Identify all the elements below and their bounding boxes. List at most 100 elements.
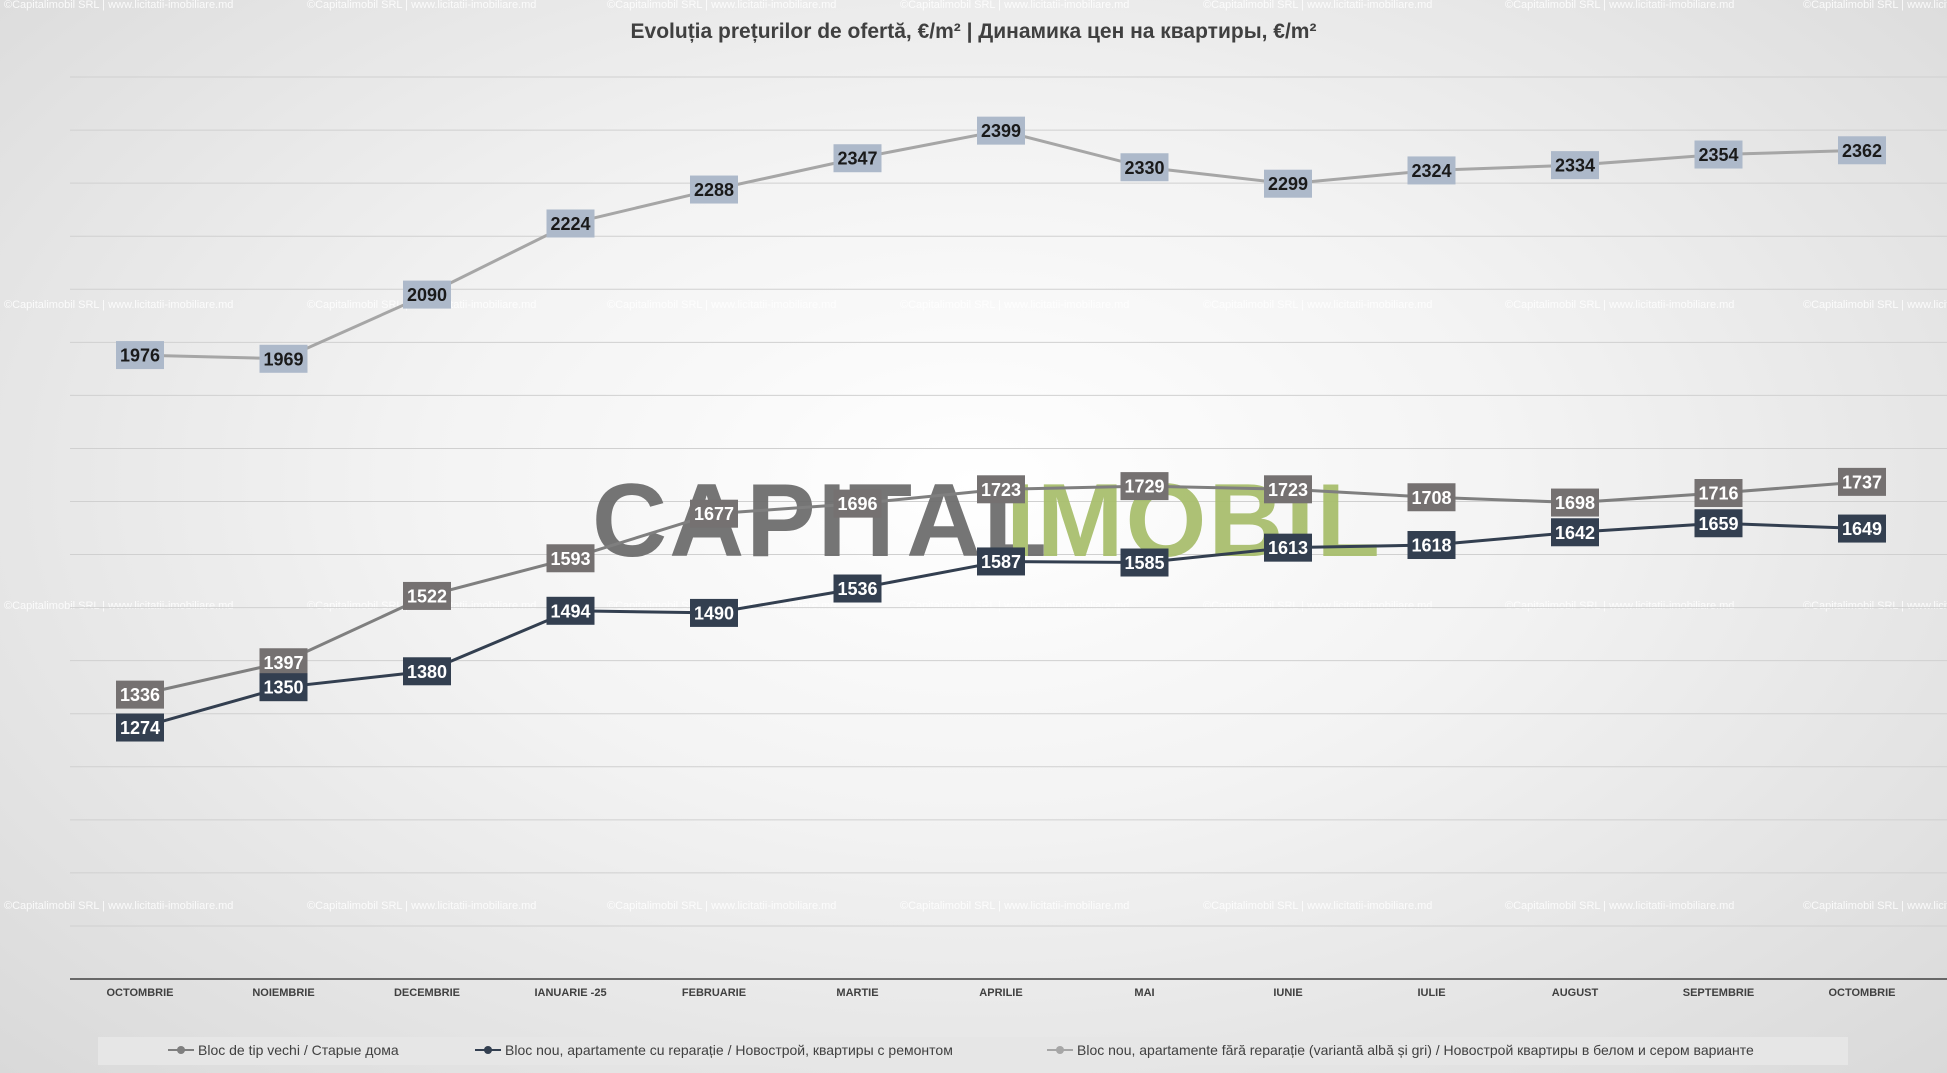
legend-swatch xyxy=(475,1044,501,1056)
watermark-text: ©Capitalimobil SRL | www.licitatii-imobi… xyxy=(307,900,536,912)
watermark-text: ©Capitalimobil SRL | www.licitatii-imobi… xyxy=(307,0,536,11)
data-label: 2399 xyxy=(977,116,1025,145)
data-labels-layer: 1336 1397 1522 1593 1677 1696 1723 1729 1723 1708… xyxy=(116,116,1886,742)
x-tick-label: AUGUST xyxy=(1552,987,1599,999)
data-label-value: 1698 xyxy=(1555,493,1595,513)
watermark-text: ©Capitalimobil SRL | www.licitatii-imobi… xyxy=(1203,0,1432,11)
data-label-box xyxy=(1407,531,1456,560)
data-label-box xyxy=(259,673,308,702)
data-label: 1350 xyxy=(259,673,308,702)
data-label: 2299 xyxy=(1264,169,1312,198)
data-label-box xyxy=(546,596,595,625)
data-label-value: 1723 xyxy=(1268,480,1308,500)
watermark-text: ©Capitalimobil SRL | www.licitatii-imobi… xyxy=(607,900,836,912)
brand-part-imobil: IMOBIL xyxy=(1006,463,1382,579)
data-label: 1613 xyxy=(1264,533,1312,562)
data-label: 2090 xyxy=(403,280,451,309)
data-label-box xyxy=(1694,479,1743,508)
watermark-text: ©Capitalimobil SRL | www.licitatii-imobi… xyxy=(900,299,1129,311)
x-tick-label: MARTIE xyxy=(836,987,878,999)
legend-item-1: Bloc nou, apartamente cu reparație / Нов… xyxy=(475,1042,953,1058)
x-tick-label: OCTOMBRIE xyxy=(106,987,173,999)
data-label-value: 1976 xyxy=(120,346,160,366)
data-label: 2324 xyxy=(1407,156,1456,185)
data-label-value: 1536 xyxy=(837,579,877,599)
x-tick-label: IUNIE xyxy=(1273,987,1302,999)
data-label-value: 2090 xyxy=(407,285,447,305)
watermark-text: ©Capitalimobil SRL | www.licitatii-imobi… xyxy=(1505,299,1734,311)
data-label: 1737 xyxy=(1838,467,1886,496)
capitalimobil-logo-watermark: CAPITAL IMOBIL xyxy=(592,463,1382,579)
watermark-text: ©Capitalimobil SRL | www.licitatii-imobi… xyxy=(607,299,836,311)
data-label: 2330 xyxy=(1120,153,1169,182)
data-label: 1274 xyxy=(116,713,164,742)
data-label-value: 1618 xyxy=(1411,536,1451,556)
data-label-box xyxy=(977,116,1025,145)
data-label-value: 2354 xyxy=(1698,145,1738,165)
data-label-box xyxy=(403,280,451,309)
data-label: 1490 xyxy=(690,598,738,627)
x-tick-label: FEBRUARIE xyxy=(682,987,746,999)
watermark-text: ©Capitalimobil SRL | www.licitatii-imobi… xyxy=(1203,299,1432,311)
data-label-value: 1737 xyxy=(1842,472,1882,492)
data-label: 2334 xyxy=(1551,151,1599,180)
data-label-box xyxy=(116,680,164,709)
chart-title: Evoluția prețurilor de ofertă, €/m² | Ди… xyxy=(630,20,1317,43)
data-label-box xyxy=(690,598,738,627)
data-label: 1536 xyxy=(833,574,882,603)
data-label: 2362 xyxy=(1838,136,1886,165)
legend-label: Bloc nou, apartamente cu reparație / Нов… xyxy=(505,1042,953,1058)
data-label-box xyxy=(977,475,1025,504)
watermark-text: ©Capitalimobil SRL | www.licitatii-imobi… xyxy=(4,0,233,11)
data-label: 1976 xyxy=(116,341,164,370)
data-label-box xyxy=(403,581,451,610)
data-label-value: 1716 xyxy=(1698,484,1738,504)
data-label-value: 1969 xyxy=(263,349,303,369)
data-label-value: 1585 xyxy=(1124,553,1164,573)
data-label-box xyxy=(403,657,451,686)
data-label: 1618 xyxy=(1407,531,1456,560)
data-label-box xyxy=(833,574,882,603)
watermark-text: ©Capitalimobil SRL | www.licitatii-imobi… xyxy=(1803,600,1947,612)
data-label: 1522 xyxy=(403,581,451,610)
watermark-layer: ©Capitalimobil SRL | www.licitatii-imobi… xyxy=(4,0,1947,912)
data-label-value: 1587 xyxy=(981,552,1021,572)
data-label-value: 2330 xyxy=(1124,158,1164,178)
watermark-text: ©Capitalimobil SRL | www.licitatii-imobi… xyxy=(1505,600,1734,612)
data-label: 1649 xyxy=(1838,514,1886,543)
data-label-value: 1708 xyxy=(1411,488,1451,508)
data-label-box xyxy=(259,648,308,677)
x-tick-label: SEPTEMBRIE xyxy=(1683,987,1755,999)
data-label-box xyxy=(1694,140,1743,169)
data-label: 1723 xyxy=(1264,475,1312,504)
data-label: 1698 xyxy=(1551,488,1599,517)
x-tick-label: NOIEMBRIE xyxy=(252,987,314,999)
data-label-value: 1494 xyxy=(550,601,590,621)
data-label-box xyxy=(1551,151,1599,180)
data-label-box xyxy=(1694,509,1743,538)
x-tick-label: OCTOMBRIE xyxy=(1828,987,1895,999)
series-line-2 xyxy=(139,129,1863,361)
data-label-value: 2334 xyxy=(1555,156,1595,176)
data-label: 1587 xyxy=(977,547,1025,576)
data-label-box xyxy=(833,489,882,518)
data-label-value: 1642 xyxy=(1555,523,1595,543)
legend-swatch xyxy=(168,1044,194,1056)
data-label-value: 1677 xyxy=(694,504,734,524)
data-label-value: 1723 xyxy=(981,480,1021,500)
data-label-value: 1696 xyxy=(837,494,877,514)
data-label-value: 1397 xyxy=(263,653,303,673)
data-label: 1708 xyxy=(1407,483,1456,512)
data-label-value: 2347 xyxy=(837,149,877,169)
data-label: 1969 xyxy=(259,344,308,373)
x-tick-label: IANUARIE -25 xyxy=(534,987,606,999)
data-label-value: 1380 xyxy=(407,662,447,682)
data-label: 2288 xyxy=(690,175,738,204)
data-label-box xyxy=(259,344,308,373)
data-label-box xyxy=(1551,488,1599,517)
data-label: 1716 xyxy=(1694,479,1743,508)
watermark-text: ©Capitalimobil SRL | www.licitatii-imobi… xyxy=(1203,600,1432,612)
data-label-value: 2399 xyxy=(981,121,1021,141)
x-tick-label: DECEMBRIE xyxy=(394,987,460,999)
